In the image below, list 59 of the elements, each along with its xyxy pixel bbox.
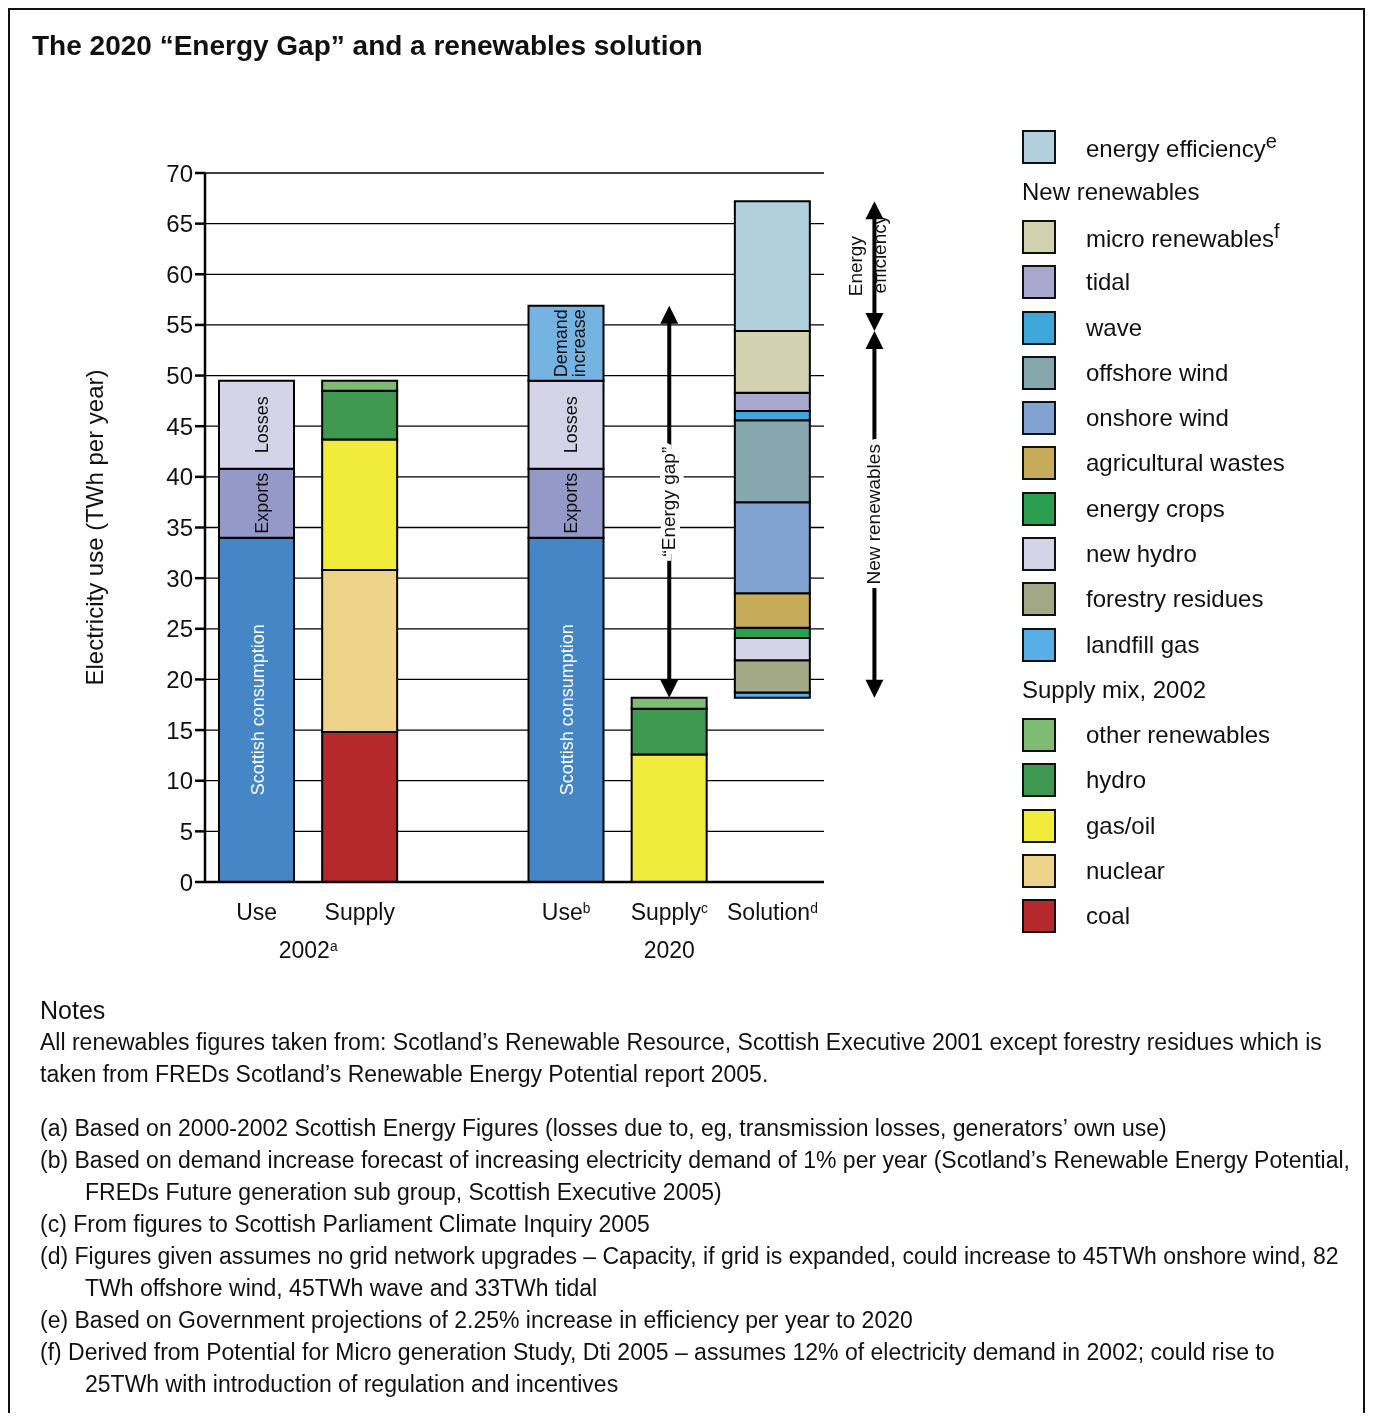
legend-label: offshore wind bbox=[1086, 358, 1229, 387]
legend-label: energy efficiency$^{e}$ bbox=[1086, 130, 1277, 164]
legend-label: hydro bbox=[1086, 766, 1147, 795]
x-tick-label: Use$^{b}$ bbox=[541, 899, 591, 925]
legend-label: new hydro bbox=[1086, 540, 1197, 569]
text: All renewables figures taken from: Scotland’s Renewable Resource, Scottish Executive 2001 except forestry residues which is taken from FREDs Scotland’s Renewable Energy Potential report 2005. bbox=[40, 1028, 1323, 1089]
text: (a) Based on 2000-2002 Scottish Energy Figures (losses due to, eg, transmission losses, generators’ own use) bbox=[40, 1114, 1168, 1143]
x-tick-label: Use bbox=[236, 899, 278, 925]
y-tick-label: 25 bbox=[166, 615, 193, 643]
x-tick-label: Supply$^{c}$ bbox=[630, 899, 708, 925]
y-tick-label: 35 bbox=[166, 514, 193, 542]
y-tick-label: 55 bbox=[166, 311, 193, 339]
text: Exports bbox=[561, 472, 582, 534]
text: (c) From figures to Scottish Parliament Climate Inquiry 2005 bbox=[40, 1210, 651, 1239]
legend-label: forestry residues bbox=[1086, 585, 1264, 614]
series-label: Exports bbox=[251, 472, 272, 534]
chart-title: The 2020 “Energy Gap” and a renewables solution bbox=[32, 30, 703, 62]
legend-label: agricultural wastes bbox=[1086, 449, 1285, 478]
legend-label: micro renewables$^{f}$ bbox=[1086, 220, 1280, 254]
y-tick-label: 50 bbox=[166, 362, 193, 390]
series-label: Demand increase bbox=[551, 309, 590, 378]
y-tick-label: 65 bbox=[166, 210, 193, 238]
text: New renewables bbox=[863, 444, 885, 585]
text: New renewables bbox=[1022, 177, 1201, 208]
y-tick-label: 30 bbox=[166, 564, 193, 592]
text: 2020 bbox=[643, 937, 695, 963]
y-tick-label: 45 bbox=[166, 412, 193, 440]
y-tick-label: 5 bbox=[179, 817, 193, 845]
y-tick-label: 10 bbox=[166, 767, 193, 795]
legend-label: energy crops bbox=[1086, 494, 1225, 523]
series-label: Losses bbox=[251, 396, 272, 454]
text: (f) Derived from Potential for Micro generation Study, Dti 2005 – assumes 12% of electricity demand in 2002; could rise to 25TWh with introduction of regulation and incentives bbox=[40, 1338, 1276, 1399]
text: Losses bbox=[561, 396, 582, 454]
y-tick-label: 15 bbox=[166, 716, 193, 744]
annotation: “Energy gap” bbox=[658, 446, 680, 557]
text: Scottish consumption bbox=[247, 624, 268, 796]
text: 2002$^{a}$ bbox=[278, 937, 338, 963]
legend-label: other renewables bbox=[1086, 720, 1271, 749]
x-tick-label: Solution$^{d}$ bbox=[727, 899, 818, 925]
text: (b) Based on demand increase forecast of increasing electricity demand of 1% per year (Scotland’s Renewable Energy Potential, FREDs Future generation sub group, Scottish Executive 2005) bbox=[40, 1146, 1351, 1207]
y-axis-title: Electricity use (TWh per year) bbox=[80, 369, 108, 686]
text: (e) Based on Government projections of 2.25% increase in efficiency per year to 2020 bbox=[40, 1306, 914, 1335]
y-tick-label: 60 bbox=[166, 260, 193, 288]
legend-label: onshore wind bbox=[1086, 404, 1229, 433]
x-tick-label: Supply bbox=[324, 899, 396, 925]
y-tick-label: 70 bbox=[166, 159, 193, 187]
y-tick-label: 0 bbox=[179, 868, 193, 896]
legend-label: tidal bbox=[1086, 268, 1131, 297]
legend-label: landfill gas bbox=[1086, 630, 1200, 659]
legend-label: coal bbox=[1086, 902, 1131, 931]
legend-label: wave bbox=[1086, 313, 1143, 342]
legend-label: nuclear bbox=[1086, 856, 1165, 885]
text: Notes bbox=[40, 995, 107, 1026]
text: Supply mix, 2002 bbox=[1022, 675, 1208, 706]
y-tick-label: 20 bbox=[166, 665, 193, 693]
text: (d) Figures given assumes no grid network upgrades – Capacity, if grid is expanded, could increase to 45TWh onshore wind, 82 TWh offshore wind, 45TWh wave and 33TWh tidal bbox=[40, 1242, 1340, 1303]
y-tick-label: 40 bbox=[166, 463, 193, 491]
legend-label: gas/oil bbox=[1086, 811, 1156, 840]
series-label: Scottish consumption bbox=[557, 624, 578, 796]
